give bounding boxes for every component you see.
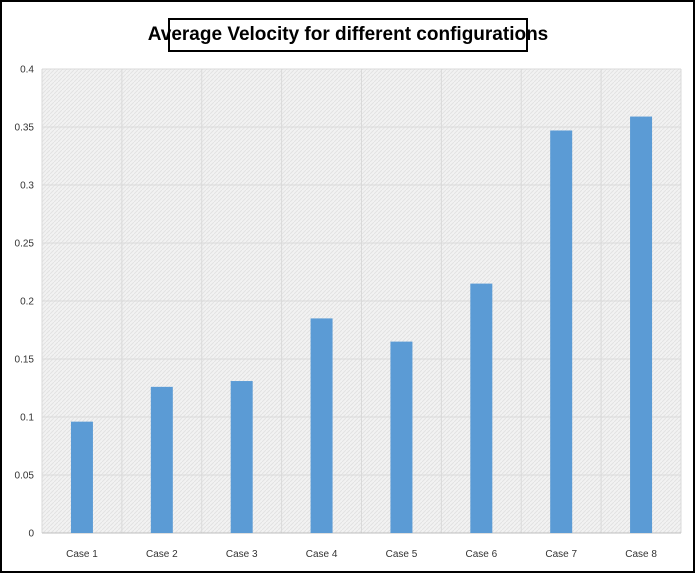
x-tick-label: Case 6	[465, 549, 497, 560]
y-tick-label: 0.05	[15, 471, 35, 482]
x-tick-label: Case 2	[146, 549, 178, 560]
bar	[70, 421, 93, 533]
x-tick-label: Case 1	[66, 549, 98, 560]
y-tick-label: 0.2	[20, 297, 34, 308]
y-tick-label: 0.35	[15, 123, 35, 134]
x-tick-label: Case 3	[226, 549, 258, 560]
bar	[470, 283, 493, 533]
bar	[230, 381, 253, 533]
bar	[150, 386, 173, 533]
y-tick-label: 0	[28, 529, 34, 540]
y-tick-label: 0.1	[20, 413, 34, 424]
x-tick-label: Case 8	[625, 549, 657, 560]
x-tick-label: Case 7	[545, 549, 577, 560]
y-tick-label: 0.3	[20, 181, 34, 192]
y-tick-label: 0.4	[20, 65, 34, 76]
x-tick-label: Case 5	[386, 549, 418, 560]
y-tick-label: 0.15	[15, 355, 35, 366]
bar	[310, 318, 333, 533]
chart-title: Average Velocity for different configura…	[148, 18, 548, 52]
bar	[630, 116, 653, 533]
bar	[550, 130, 573, 534]
x-tick-label: Case 4	[306, 549, 338, 560]
bar	[390, 341, 413, 533]
y-tick-label: 0.25	[15, 239, 35, 250]
